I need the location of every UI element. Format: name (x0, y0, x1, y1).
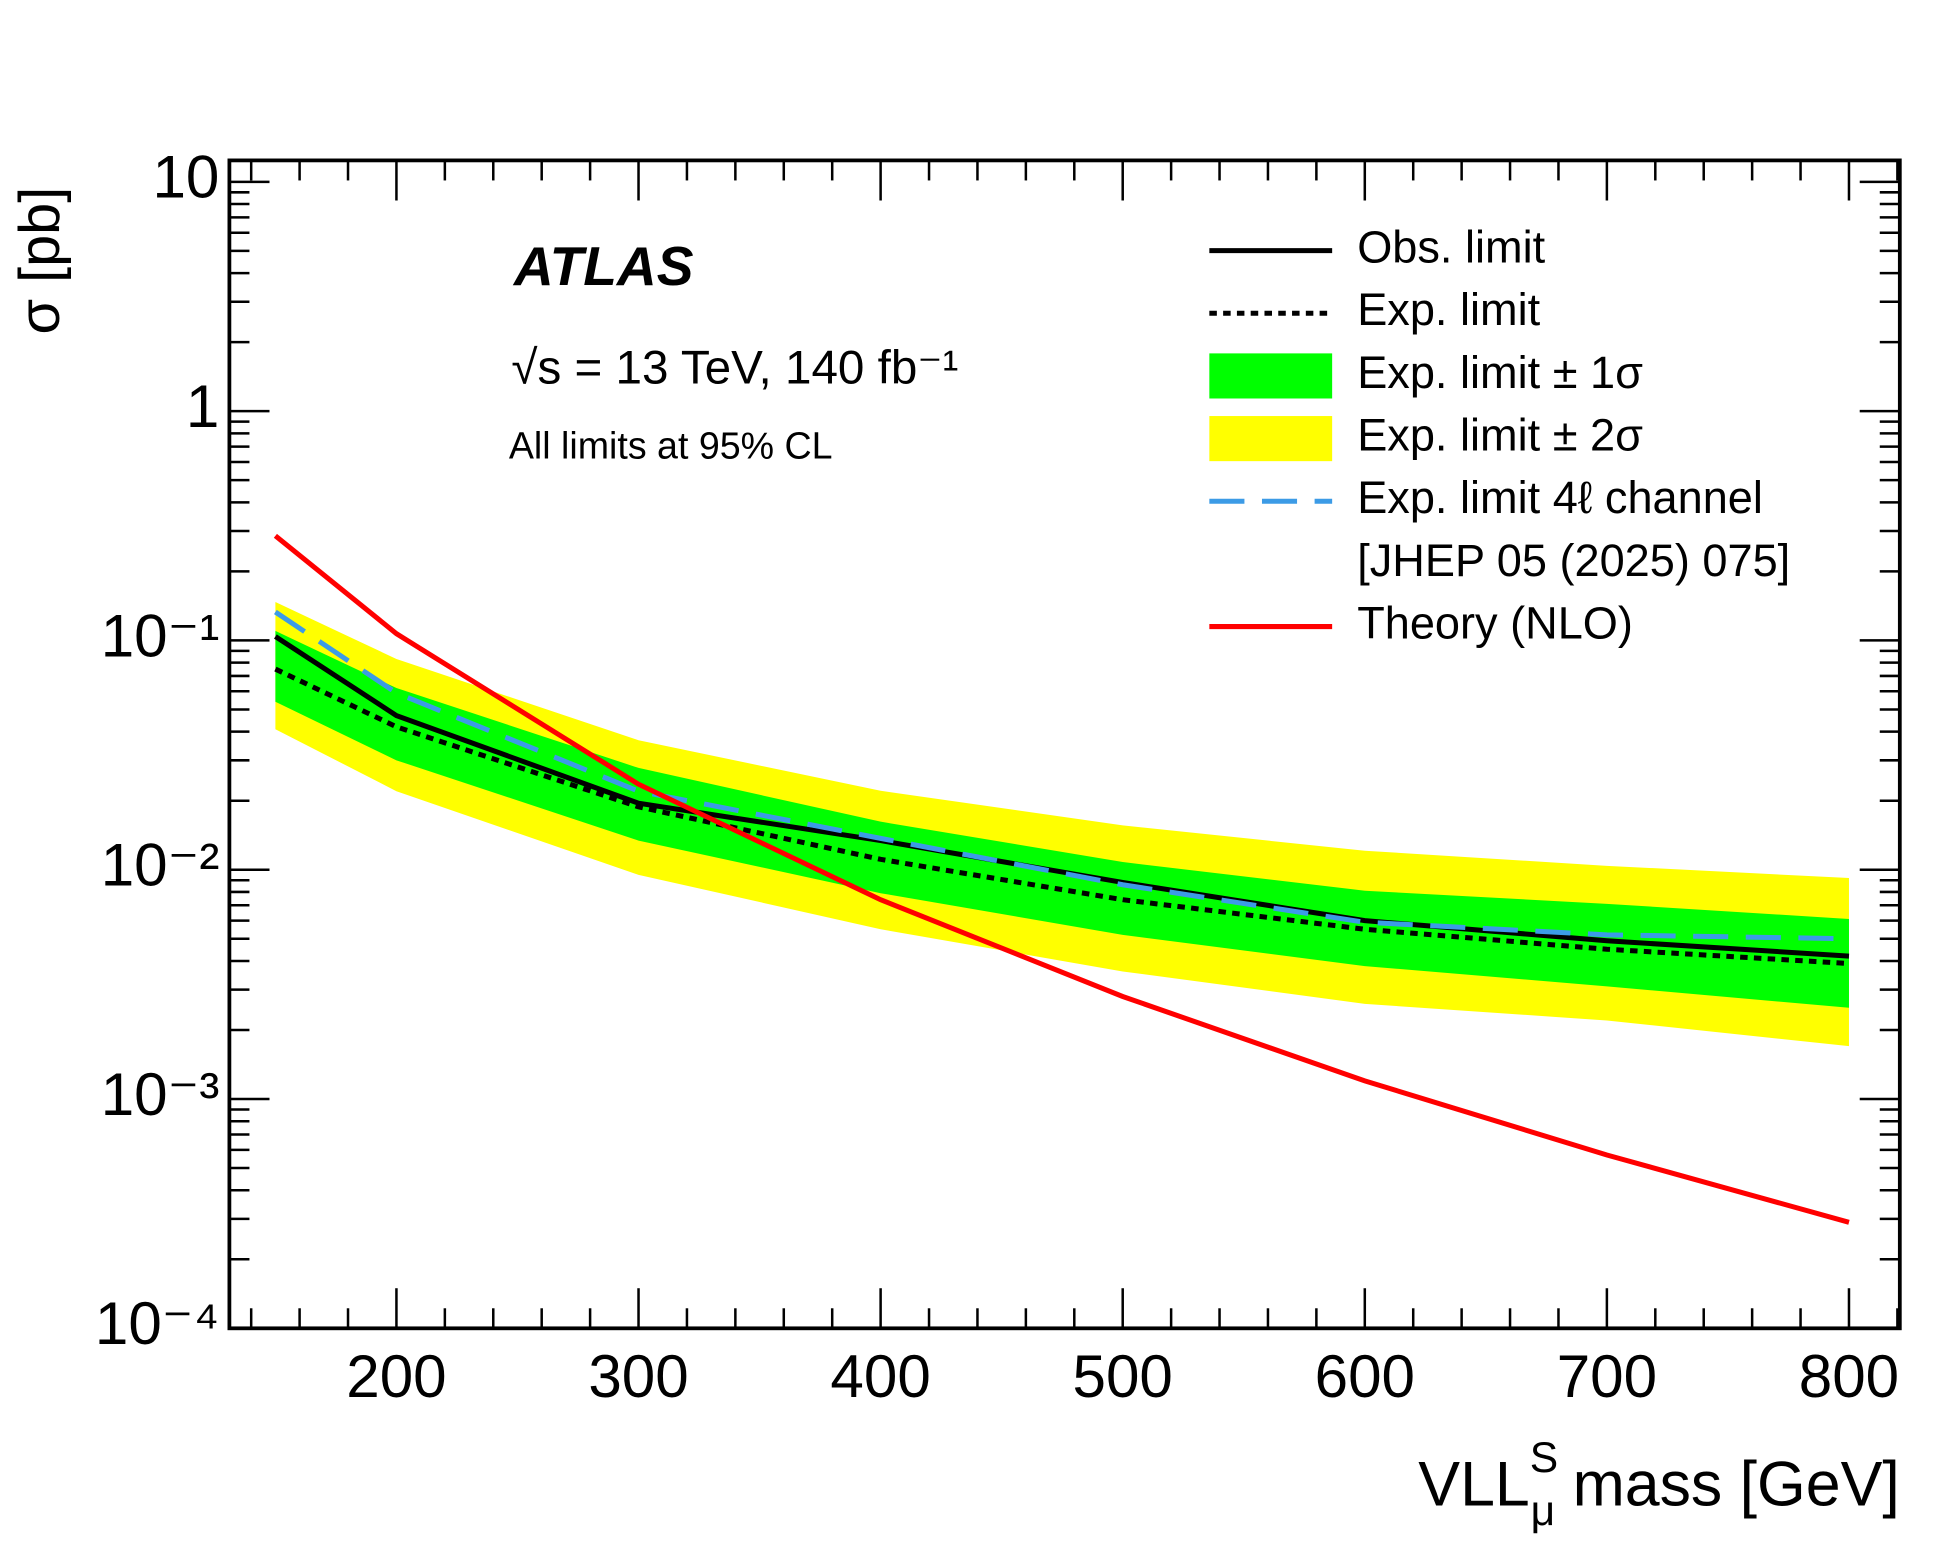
cl-label: All limits at 95% CL (509, 425, 833, 467)
x-title-sup: S (1530, 1434, 1558, 1482)
y-tick-label: 10⁻¹ (101, 602, 220, 669)
x-tick-label: 500 (1073, 1343, 1173, 1410)
experiment-label: ATLAS (512, 235, 694, 297)
x-tick-label: 600 (1315, 1343, 1415, 1410)
x-tick-label: 300 (588, 1343, 688, 1410)
legend-label: Exp. limit (1357, 284, 1540, 335)
legend-label: Exp. limit ± 1σ (1357, 347, 1643, 398)
legend-swatch (1209, 416, 1333, 462)
series-line (273, 533, 1850, 1225)
x-tick-label: 400 (830, 1343, 930, 1410)
plot-area (273, 533, 1850, 1225)
legend-note: [JHEP 05 (2025) 075] (1357, 535, 1790, 586)
y-tick-label: 1 (186, 373, 219, 440)
x-tick-label: 200 (346, 1343, 446, 1410)
legend-label: Obs. limit (1357, 222, 1545, 273)
series-line (273, 609, 1850, 942)
legend-label: Exp. limit 4ℓ channel (1357, 472, 1763, 523)
y-tick-label: 10⁻⁴ (95, 1290, 219, 1357)
y-tick-label: 10⁻³ (101, 1061, 220, 1128)
x-title-sub: μ (1531, 1487, 1556, 1535)
band (275, 630, 1849, 1008)
plot-frame (227, 158, 1902, 1331)
series-line (274, 666, 1850, 966)
energy-label: √s = 13 TeV, 140 fb⁻¹ (511, 342, 958, 395)
x-title-base: VLL (1418, 1449, 1529, 1519)
x-tick-label: 700 (1557, 1343, 1657, 1410)
y-tick-label: 10⁻² (101, 832, 220, 899)
legend-label: Theory (NLO) (1357, 597, 1633, 648)
x-axis-title: VLLS μ mass [GeV] (1418, 1434, 1899, 1535)
x-title-rest: mass [GeV] (1555, 1449, 1900, 1519)
y-axis-title: σ [pb] (8, 187, 72, 335)
y-tick-label: 10 (152, 144, 219, 211)
legend-swatch (1209, 353, 1333, 399)
series-line (274, 634, 1850, 959)
x-tick-label: 800 (1799, 1343, 1899, 1410)
legend-label: Exp. limit ± 2σ (1357, 410, 1643, 461)
